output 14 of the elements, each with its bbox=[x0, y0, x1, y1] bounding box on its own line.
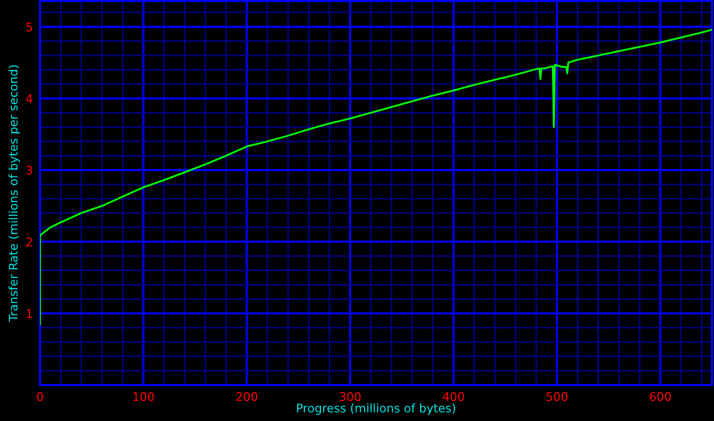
y-tick-label: 2 bbox=[26, 237, 32, 246]
x-tick-label: 0 bbox=[37, 392, 43, 402]
y-axis-title: Transfer Rate (millions of bytes per second) bbox=[8, 65, 20, 322]
x-tick-label: 600 bbox=[650, 392, 671, 402]
y-tick-label: 1 bbox=[26, 309, 32, 318]
x-tick-label: 200 bbox=[236, 392, 258, 402]
x-tick-label: 100 bbox=[133, 392, 154, 402]
x-axis-title: Progress (millions of bytes) bbox=[297, 403, 456, 415]
y-tick-label: 4 bbox=[26, 94, 32, 103]
x-tick-label: 300 bbox=[340, 392, 361, 402]
y-tick-label: 3 bbox=[26, 166, 32, 175]
x-tick-label: 400 bbox=[442, 392, 464, 402]
y-tick-label: 5 bbox=[26, 22, 32, 32]
x-tick-label: 500 bbox=[546, 392, 568, 402]
